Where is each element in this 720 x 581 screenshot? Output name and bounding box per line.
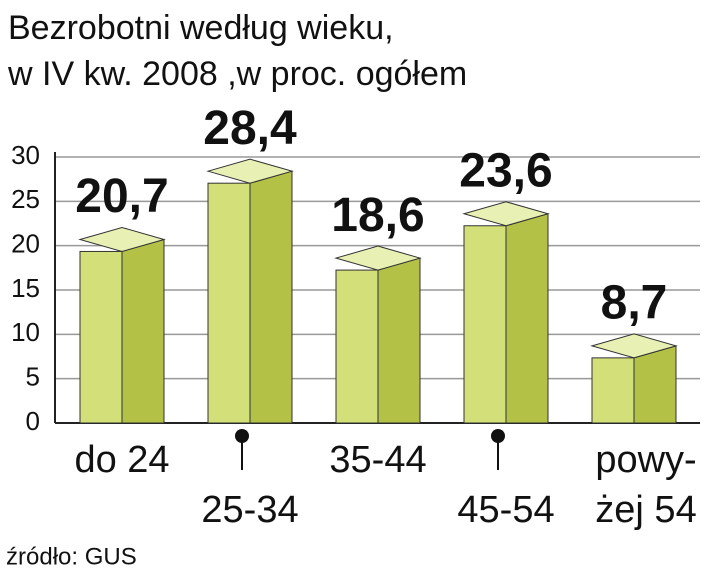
x-tick-label: 25-34 (201, 489, 298, 531)
bar-side (121, 238, 165, 424)
y-tick-label: 30 (11, 140, 40, 170)
bar-top (206, 158, 294, 184)
x-tick-label: 45-54 (457, 489, 554, 531)
chart-title: Bezrobotni według wieku, (8, 9, 394, 47)
y-tick-label: 0 (26, 406, 40, 436)
bar (463, 225, 507, 424)
value-label: 8,7 (601, 277, 668, 330)
y-tick-label: 20 (11, 229, 40, 259)
bar (207, 182, 251, 424)
value-label: 18,6 (331, 189, 424, 242)
bar-side (249, 170, 293, 424)
bar-side (633, 345, 677, 424)
pin-dot (491, 429, 505, 443)
bar-side (505, 213, 549, 424)
y-tick-label: 15 (11, 273, 40, 303)
bar-side (377, 257, 421, 424)
bar (335, 269, 379, 424)
source: źródło: GUS (6, 543, 137, 570)
bar-top (334, 245, 422, 271)
chart-subtitle: w IV kw. 2008 ,w proc. ogółem (7, 55, 467, 93)
bar (79, 250, 123, 424)
bar-top (78, 226, 166, 252)
bar (591, 357, 635, 424)
y-tick-label: 5 (26, 362, 40, 392)
x-tick-label: 35-44 (329, 439, 426, 481)
pin-dot (235, 429, 249, 443)
value-label: 23,6 (459, 144, 552, 197)
bar-top (462, 201, 550, 227)
bar-top (590, 333, 678, 359)
x-tick-label: powy-żej 54 (595, 439, 696, 531)
value-label: 28,4 (203, 102, 297, 155)
y-tick-label: 10 (11, 317, 40, 347)
x-tick-label: do 24 (74, 439, 169, 481)
value-label: 20,7 (75, 170, 168, 223)
y-tick-label: 25 (11, 184, 40, 214)
